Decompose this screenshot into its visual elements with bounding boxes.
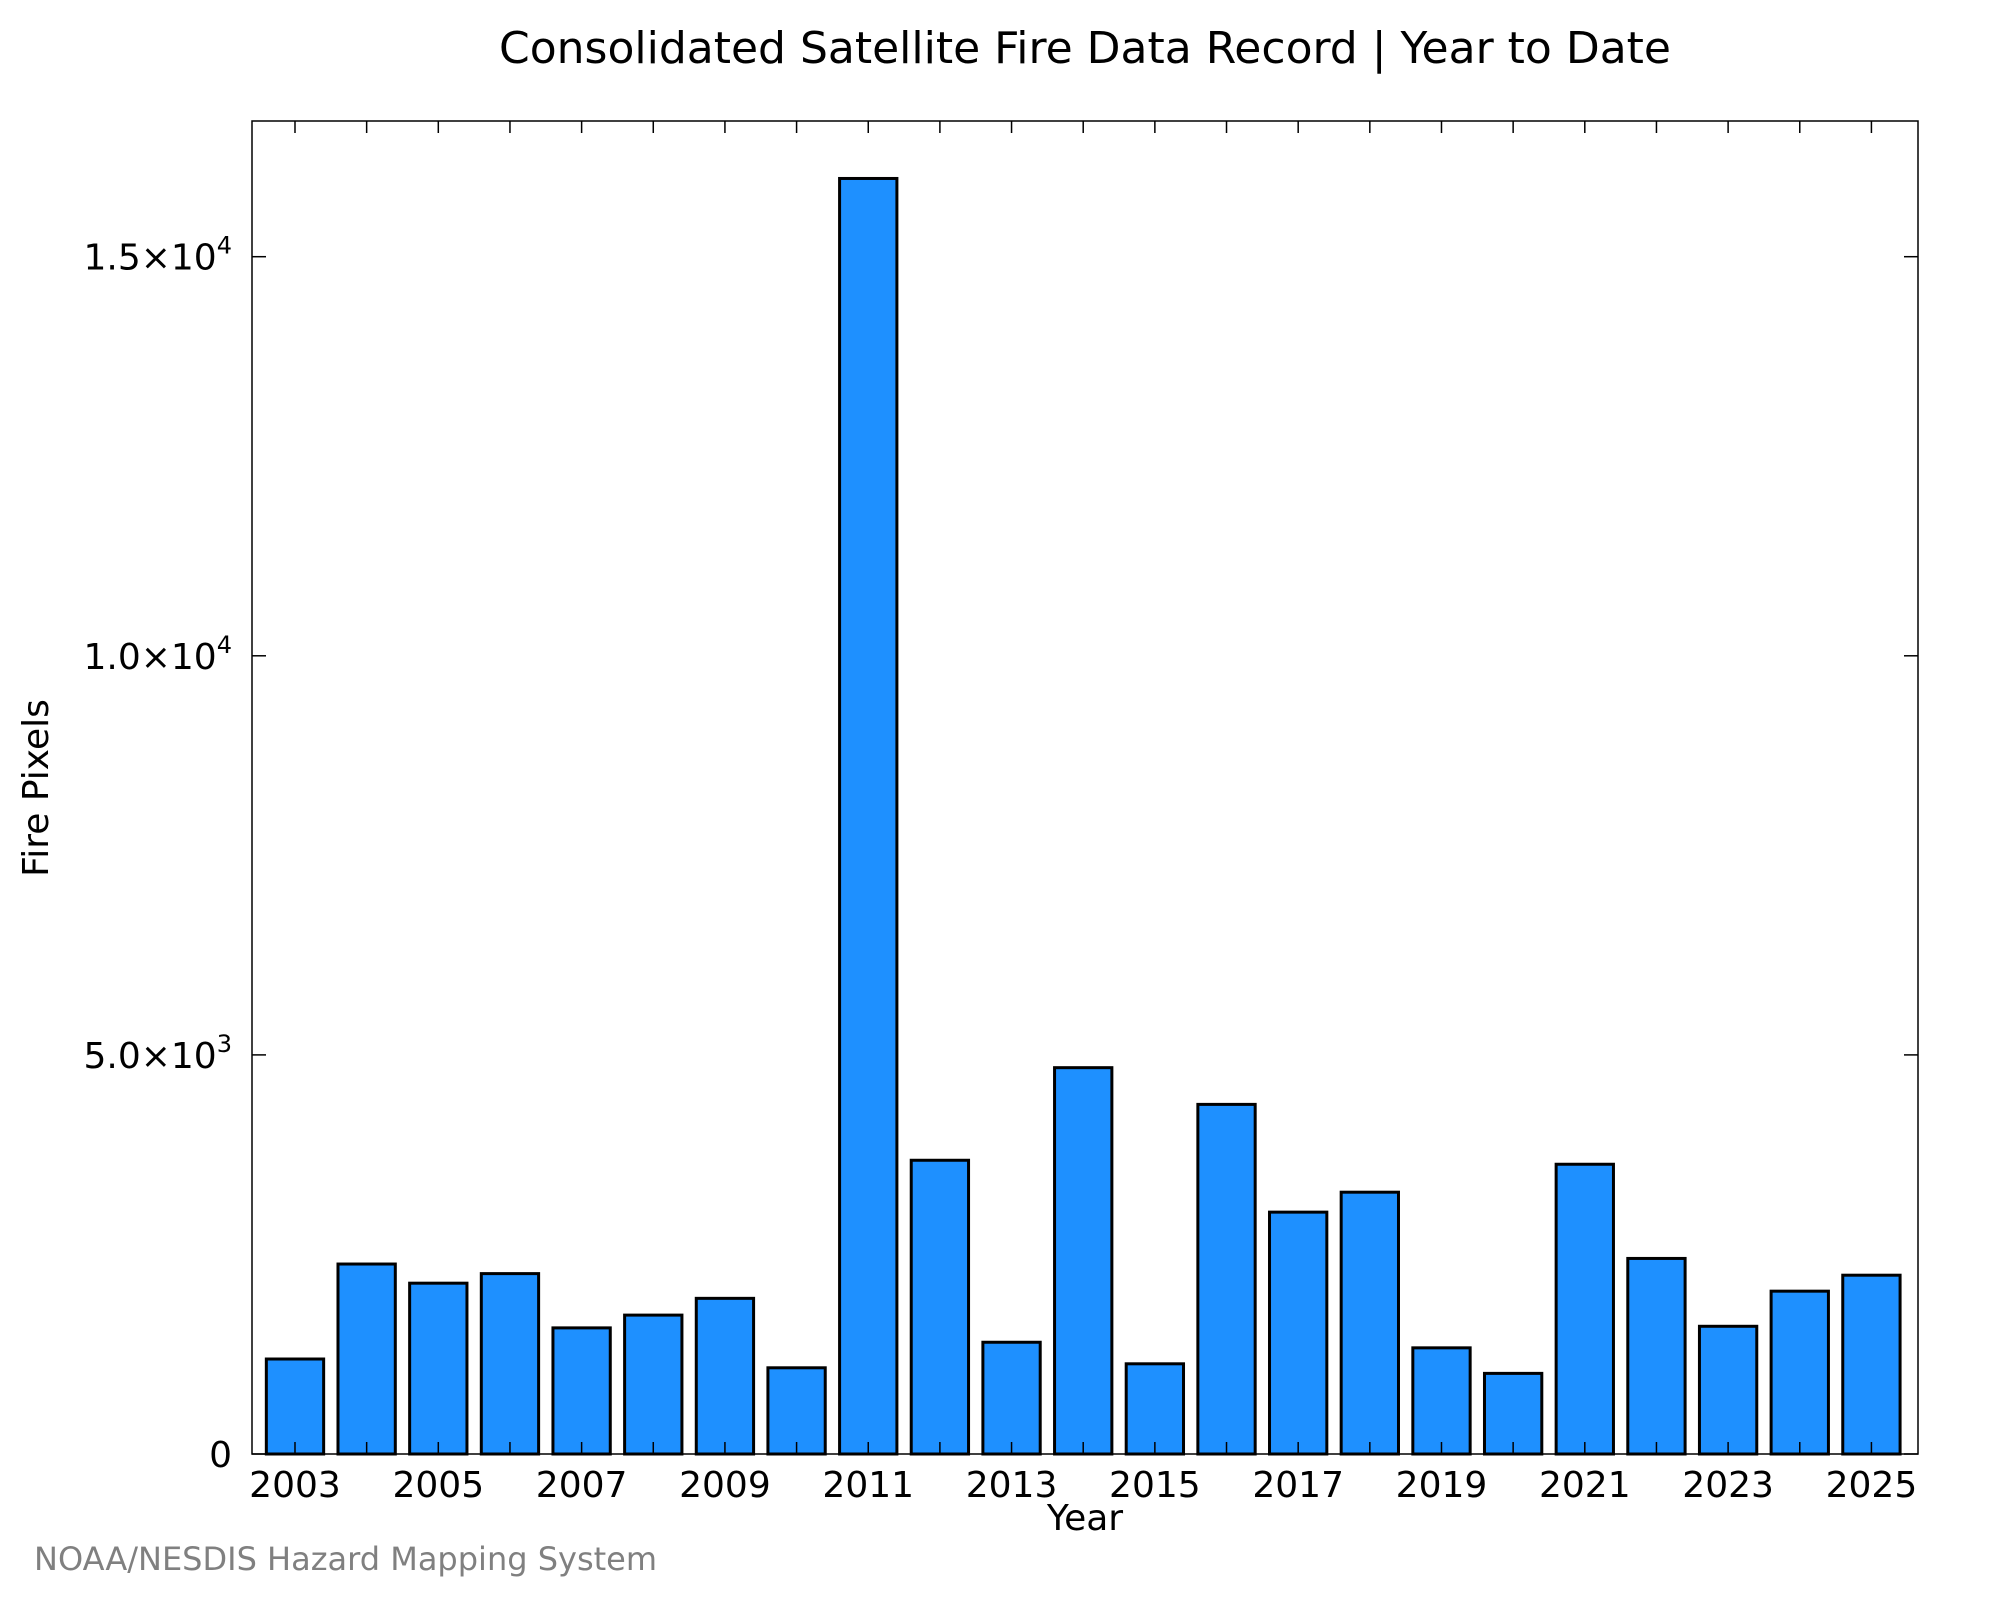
x-tick-label-2017: 2017 — [1252, 1465, 1344, 1506]
bar-2020 — [1482, 1371, 1544, 1456]
bar-2010 — [766, 1366, 827, 1456]
x-tick-label-2003: 2003 — [249, 1465, 341, 1506]
bar-2017 — [1268, 1210, 1329, 1456]
x-tick-label-2023: 2023 — [1682, 1465, 1774, 1506]
x-tick-label-2021: 2021 — [1539, 1465, 1631, 1506]
bar-2007 — [551, 1326, 612, 1456]
bar-2023 — [1697, 1324, 1759, 1456]
bar-2022 — [1626, 1256, 1687, 1456]
y-tick-label-5000: 5.0×103 — [83, 1030, 232, 1077]
y-tick-label-15000: 1.5×104 — [83, 232, 232, 279]
bar-2025 — [1841, 1273, 1902, 1456]
chart-title: Consolidated Satellite Fire Data Record … — [499, 23, 1671, 74]
bar-2016 — [1196, 1102, 1257, 1456]
bar-2006 — [479, 1272, 541, 1456]
bar-2012 — [909, 1158, 971, 1456]
bar-2018 — [1339, 1190, 1400, 1456]
y-ticks-group: 0 5.0×103 1.0×104 1.5×104 — [83, 232, 1918, 1476]
bar-2003 — [264, 1357, 326, 1456]
bar-2004 — [336, 1262, 397, 1456]
y-tick-label-10000: 1.0×104 — [83, 631, 232, 678]
x-tick-label-2019: 2019 — [1396, 1465, 1488, 1506]
bar-2011 — [838, 176, 899, 1456]
bars-group — [264, 176, 1902, 1456]
x-tick-label-2025: 2025 — [1826, 1465, 1918, 1506]
bar-2019 — [1411, 1346, 1472, 1456]
bar-2021 — [1554, 1162, 1615, 1456]
x-axis-label: Year — [1046, 1498, 1123, 1539]
bar-2009 — [694, 1296, 756, 1456]
x-tick-label-2005: 2005 — [392, 1465, 484, 1506]
bar-2005 — [408, 1281, 469, 1456]
y-axis-label: Fire Pixels — [16, 699, 57, 877]
x-tick-label-2015: 2015 — [1109, 1465, 1201, 1506]
bar-2008 — [623, 1313, 684, 1456]
x-tick-label-2011: 2011 — [822, 1465, 914, 1506]
bar-2024 — [1769, 1289, 1830, 1456]
x-tick-label-2007: 2007 — [536, 1465, 628, 1506]
axes-group — [251, 120, 1919, 1455]
bar-2014 — [1053, 1066, 1114, 1456]
y-tick-label-0: 0 — [209, 1435, 232, 1476]
plot-frame — [251, 120, 1919, 1455]
x-ticks-group: 2003 2005 2007 2009 2011 2013 2015 2017 2019 2021… — [249, 121, 1917, 1506]
x-tick-label-2009: 2009 — [679, 1465, 771, 1506]
bar-2013 — [981, 1340, 1042, 1456]
bar-2015 — [1124, 1362, 1186, 1456]
x-tick-label-2013: 2013 — [966, 1465, 1058, 1506]
source-credit: NOAA/NESDIS Hazard Mapping System — [34, 1540, 658, 1578]
